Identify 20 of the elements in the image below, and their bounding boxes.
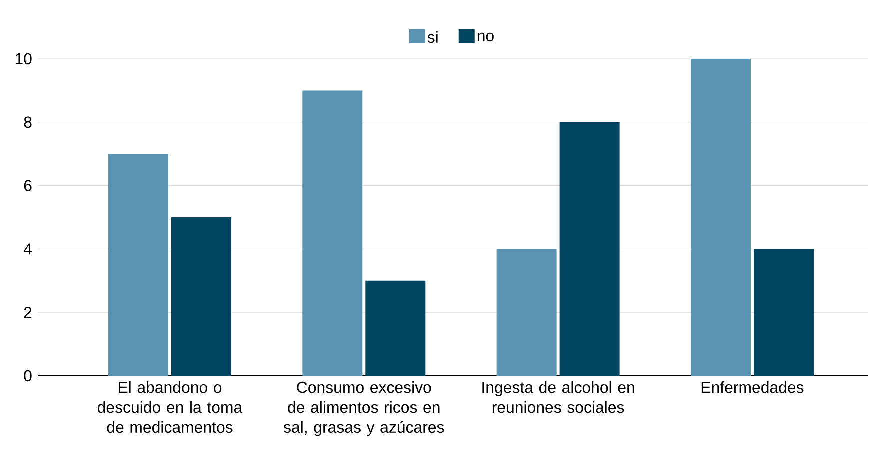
bar: [754, 249, 814, 376]
y-tick-label: 0: [24, 370, 32, 382]
bar: [690, 58, 751, 376]
x-tick-label: El abandono o descuido en la toma de medicamentos: [98, 382, 243, 434]
y-tick-label: 6: [24, 180, 32, 192]
x-tick-label: Enfermedades: [702, 382, 804, 394]
y-tick-label: 8: [24, 116, 32, 128]
bar: [302, 90, 363, 376]
bar: [172, 217, 232, 376]
x-tick-label: Consumo excesivo de alimentos ricos en sal, grasas y azúcares: [284, 382, 444, 436]
bar: [108, 154, 168, 376]
x-tick-label: Ingesta de alcohol en reuniones sociales: [482, 382, 634, 414]
legend-label: si: [428, 31, 438, 44]
bar: [560, 122, 620, 376]
y-tick-label: 10: [16, 53, 32, 65]
y-tick-label: 4: [24, 244, 32, 255]
bar: [496, 249, 557, 376]
legend-label: no: [478, 32, 494, 42]
y-tick-label: 2: [24, 307, 32, 318]
bar: [366, 280, 426, 376]
